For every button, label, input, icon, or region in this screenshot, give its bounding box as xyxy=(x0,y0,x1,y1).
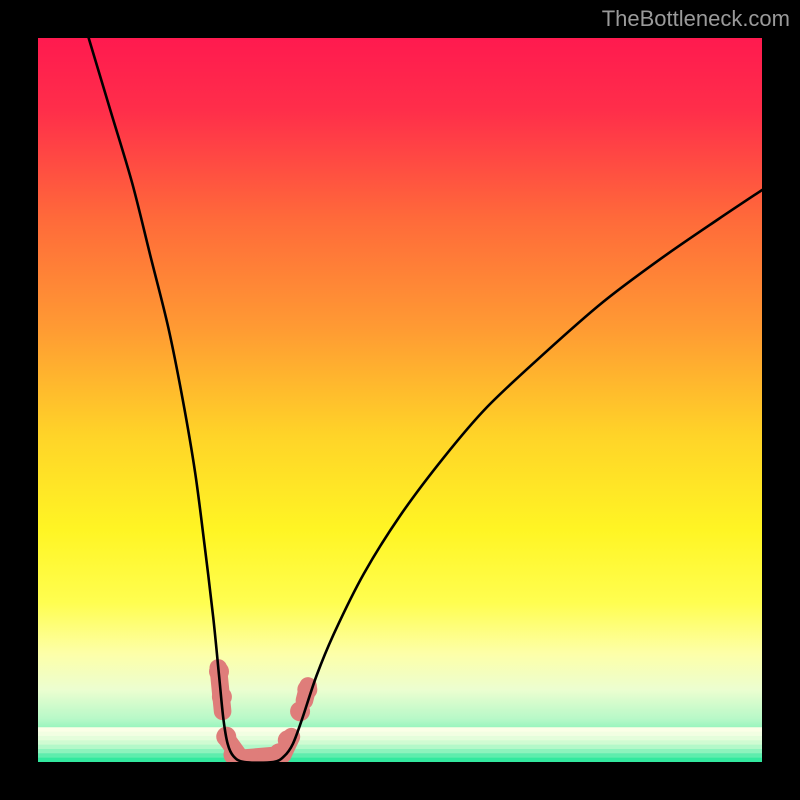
watermark-text: TheBottleneck.com xyxy=(602,6,790,32)
plot-area xyxy=(38,38,762,762)
marker-layer xyxy=(209,662,317,763)
v-notch-curve xyxy=(89,38,762,762)
curves-layer xyxy=(38,38,762,762)
